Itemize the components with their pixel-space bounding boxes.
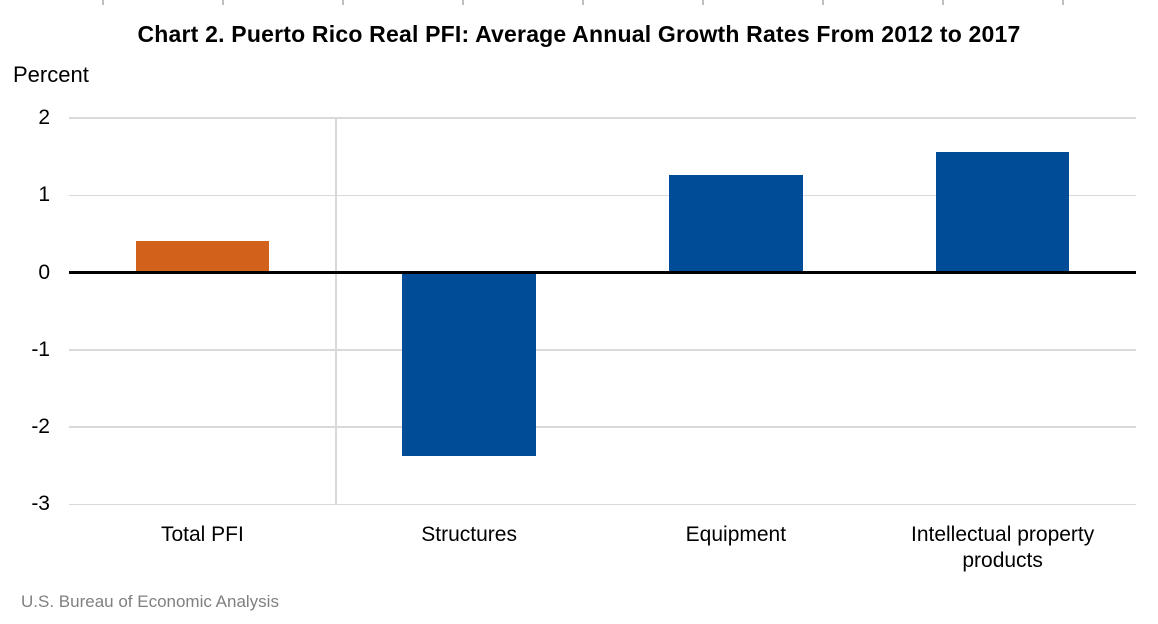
- bar-intellectual-property-products: [935, 151, 1070, 273]
- x-category-label-equipment: Equipment: [685, 523, 787, 547]
- gridline-y--2: [69, 426, 1136, 428]
- zero-axis-line: [69, 271, 1136, 274]
- gridline-y--1: [69, 349, 1136, 351]
- gridline-y-2: [69, 117, 1136, 119]
- top-edge-tick-mark: [822, 0, 824, 5]
- gridline-y-1: [69, 194, 1136, 196]
- top-edge-tick-mark: [1062, 0, 1064, 5]
- top-edge-tick-mark: [942, 0, 944, 5]
- y-tick-label--1: -1: [31, 337, 50, 361]
- y-tick-label-1: 1: [38, 183, 50, 207]
- bar-total-pfi: [135, 240, 270, 273]
- source-note: U.S. Bureau of Economic Analysis: [21, 592, 279, 611]
- top-edge-tick-mark: [222, 0, 224, 5]
- top-edge-tick-mark: [342, 0, 344, 5]
- bar-equipment: [669, 175, 803, 273]
- top-edge-tick-mark: [582, 0, 584, 5]
- y-tick-label--3: -3: [31, 492, 50, 516]
- vertical-gridline: [335, 118, 337, 505]
- x-category-label-structures: Structures: [421, 523, 517, 547]
- x-category-label-intellectual-property-products: Intellectual property products: [910, 523, 1095, 573]
- y-tick-label-2: 2: [38, 106, 50, 129]
- top-edge-tick-mark: [102, 0, 104, 5]
- x-category-label-total-pfi: Total PFI: [160, 523, 244, 547]
- gridline-y--3: [69, 503, 1136, 505]
- y-axis-unit-label: Percent: [13, 62, 89, 87]
- bar-structures: [402, 272, 536, 457]
- y-tick-label--2: -2: [31, 415, 50, 438]
- top-edge-tick-mark: [702, 0, 704, 5]
- y-tick-label-0: 0: [38, 260, 50, 284]
- top-edge-tick-mark: [462, 0, 464, 5]
- chart-title: Chart 2. Puerto Rico Real PFI: Average A…: [137, 21, 1021, 47]
